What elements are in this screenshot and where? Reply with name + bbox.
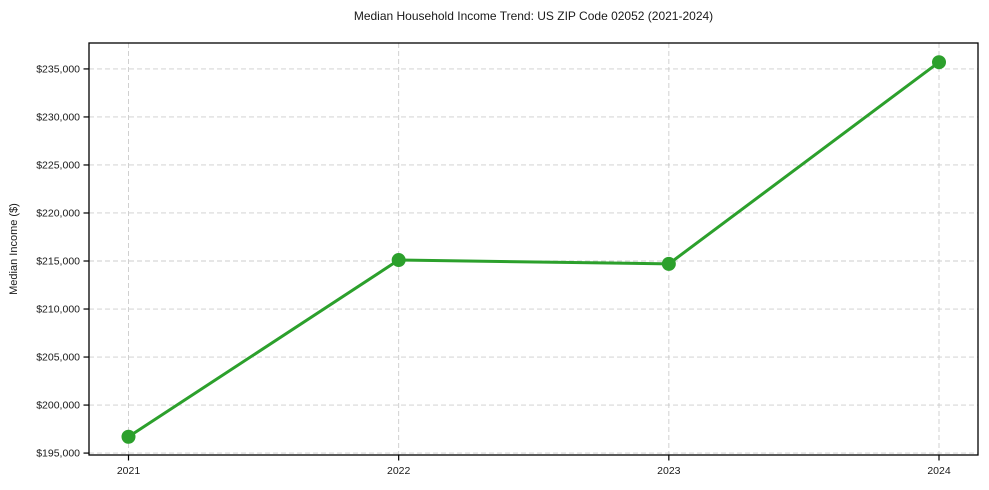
y-tick-label: $235,000 bbox=[36, 63, 80, 75]
x-tick-label: 2024 bbox=[927, 465, 951, 477]
y-tick-label: $205,000 bbox=[36, 352, 80, 364]
trend-line bbox=[127, 60, 941, 439]
x-tick-label: 2023 bbox=[657, 465, 681, 477]
data-point-marker bbox=[391, 253, 406, 268]
data-point-marker bbox=[932, 55, 946, 70]
plot-border bbox=[88, 42, 979, 456]
y-tick-label: $195,000 bbox=[36, 448, 80, 460]
x-tick-label: 2021 bbox=[117, 465, 141, 477]
data-point-marker bbox=[121, 429, 136, 444]
y-tick-label: $230,000 bbox=[36, 111, 80, 123]
x-tick-label: 2022 bbox=[387, 465, 411, 477]
y-tick-label: $225,000 bbox=[36, 159, 80, 171]
y-tick-label: $220,000 bbox=[36, 207, 80, 219]
data-point-marker bbox=[661, 256, 676, 271]
chart-title: Median Household Income Trend: US ZIP Co… bbox=[353, 9, 714, 23]
y-tick-label: $200,000 bbox=[36, 400, 80, 412]
y-tick-label: $215,000 bbox=[36, 256, 80, 268]
y-tick-label: $210,000 bbox=[36, 304, 80, 316]
